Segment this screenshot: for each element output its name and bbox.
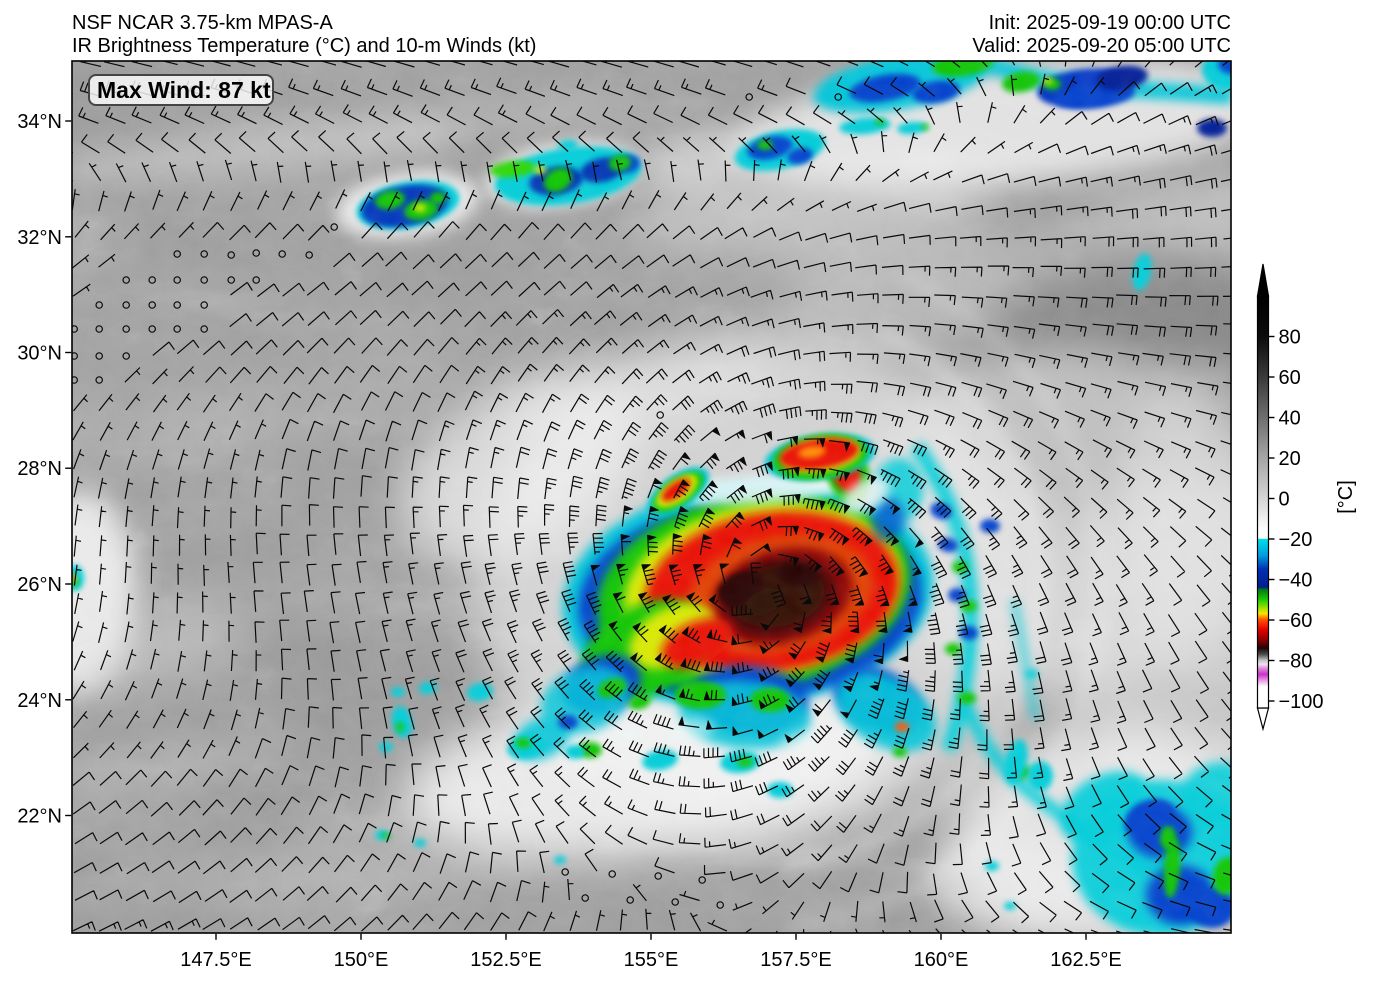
svg-text:−20: −20 (1279, 529, 1313, 551)
svg-text:157.5°E: 157.5°E (760, 949, 831, 971)
svg-text:147.5°E: 147.5°E (180, 949, 251, 971)
svg-text:150°E: 150°E (334, 949, 389, 971)
svg-text:160°E: 160°E (914, 949, 969, 971)
svg-text:NSF NCAR 3.75-km MPAS-A: NSF NCAR 3.75-km MPAS-A (72, 12, 333, 34)
svg-text:162.5°E: 162.5°E (1050, 949, 1121, 971)
svg-text:IR Brightness Temperature (°C): IR Brightness Temperature (°C) and 10-m … (72, 35, 536, 57)
svg-text:34°N: 34°N (17, 111, 62, 133)
svg-text:22°N: 22°N (17, 806, 62, 828)
svg-text:40: 40 (1279, 408, 1301, 430)
svg-text:28°N: 28°N (17, 458, 62, 480)
svg-text:24°N: 24°N (17, 690, 62, 712)
svg-text:Init: 2025-09-19 00:00 UTC: Init: 2025-09-19 00:00 UTC (989, 12, 1231, 34)
svg-text:32°N: 32°N (17, 227, 62, 249)
svg-text:30°N: 30°N (17, 343, 62, 365)
svg-text:Max Wind: 87 kt: Max Wind: 87 kt (97, 77, 271, 103)
svg-text:−80: −80 (1279, 651, 1313, 673)
svg-text:−100: −100 (1279, 691, 1324, 713)
svg-text:60: 60 (1279, 367, 1301, 389)
svg-text:−60: −60 (1279, 610, 1313, 632)
svg-text:20: 20 (1279, 448, 1301, 470)
svg-text:80: 80 (1279, 327, 1301, 349)
svg-text:152.5°E: 152.5°E (470, 949, 541, 971)
svg-text:0: 0 (1279, 489, 1290, 511)
svg-text:155°E: 155°E (624, 949, 679, 971)
svg-text:−40: −40 (1279, 570, 1313, 592)
svg-text:[°C]: [°C] (1335, 480, 1357, 514)
svg-text:Valid: 2025-09-20 05:00 UTC: Valid: 2025-09-20 05:00 UTC (972, 35, 1231, 57)
svg-text:26°N: 26°N (17, 574, 62, 596)
